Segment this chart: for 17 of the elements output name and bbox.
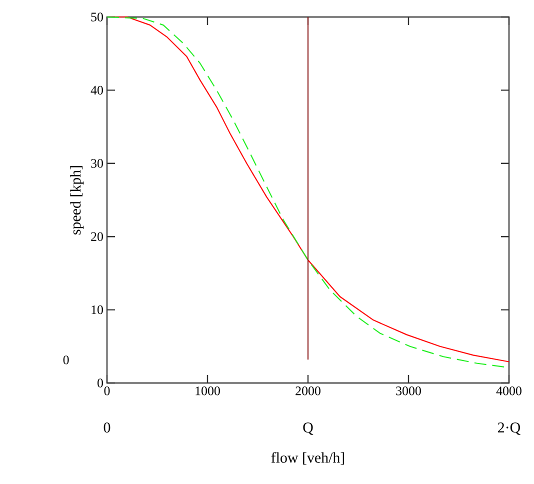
y-tick-label: 20 — [91, 232, 103, 241]
y-tick-label: 30 — [91, 159, 103, 168]
y-tick-label: 0 — [98, 378, 103, 388]
text: Q — [303, 422, 314, 435]
x-axis-title: flow [veh/h] — [271, 452, 344, 465]
y-tick-label: 10 — [92, 305, 103, 314]
y-tick-label: 40 — [90, 86, 103, 95]
x-tick-label: 1000 — [196, 386, 220, 396]
text: 0 — [104, 422, 110, 433]
x-tick-label: 2000 — [296, 386, 320, 396]
x-tick-label: 4000 — [496, 386, 522, 396]
text: 0 — [63, 356, 69, 364]
y-tick-label: 50 — [91, 12, 103, 22]
x-tick-label: 3000 — [396, 386, 421, 396]
x-tick-label: 0 — [104, 386, 110, 396]
y-axis-title: speed [kph] — [70, 166, 84, 234]
text: 2·Q — [498, 422, 520, 435]
